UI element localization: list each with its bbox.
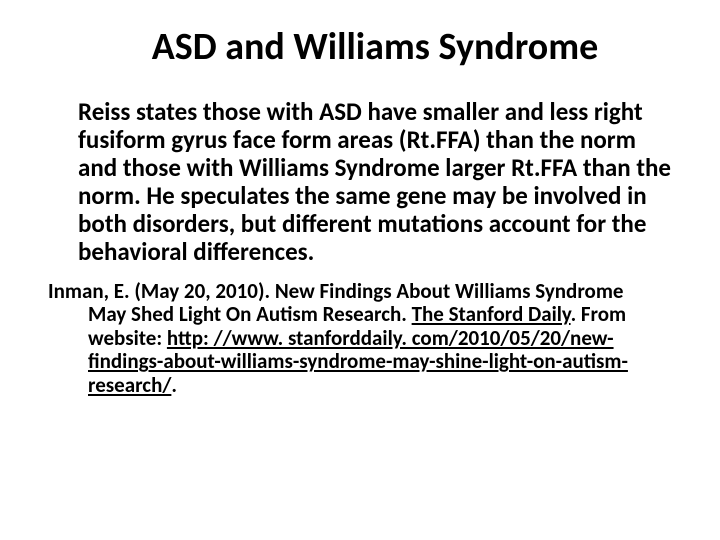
citation-tail: .: [171, 372, 177, 398]
citation-journal: The Stanford Daily: [412, 301, 571, 327]
citation-block: Inman, E. (May 20, 2010). New Findings A…: [48, 280, 672, 398]
slide-container: ASD and Williams Syndrome Reiss states t…: [0, 0, 720, 540]
slide-body-text: Reiss states those with ASD have smaller…: [48, 98, 672, 266]
citation-indent: May Shed Light On Autism Research. The S…: [48, 303, 672, 397]
citation-url-link[interactable]: http: //www. stanforddaily. com/2010/05/…: [88, 325, 628, 398]
citation-lead: Inman, E. (May 20, 2010). New Findings A…: [48, 278, 623, 304]
citation-line2a: May Shed Light On Autism Research.: [88, 301, 412, 327]
slide-title: ASD and Williams Syndrome: [48, 26, 672, 70]
